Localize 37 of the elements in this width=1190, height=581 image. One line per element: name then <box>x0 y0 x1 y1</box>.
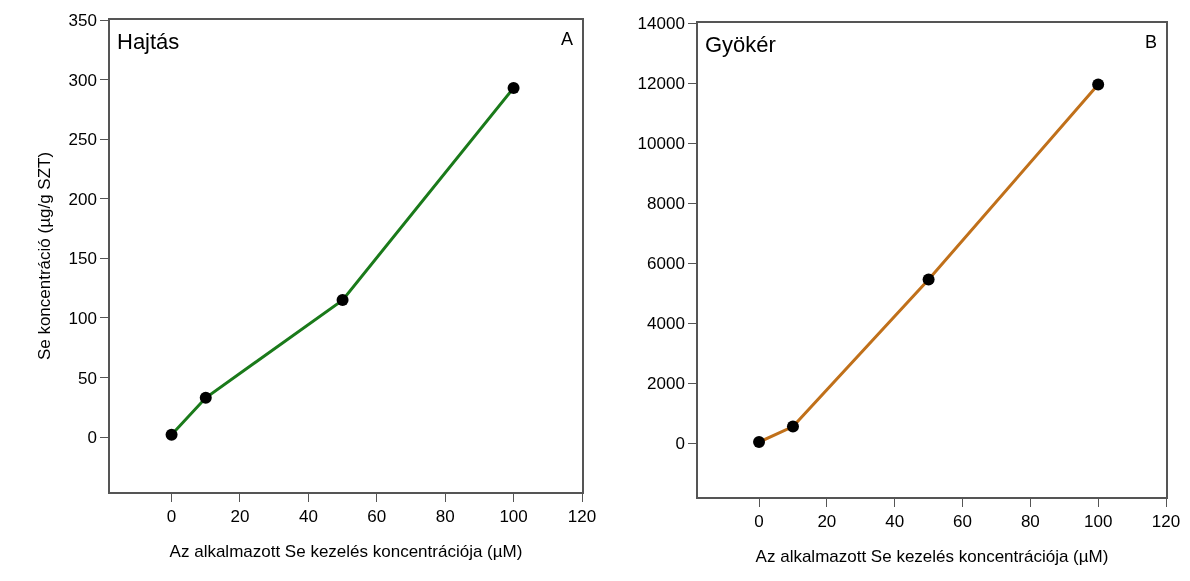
x-tick-label: 120 <box>1151 512 1181 532</box>
y-axis-title: Se koncentráció (µg/g SZT) <box>34 151 54 361</box>
y-tick-label: 12000 <box>637 73 685 93</box>
y-tick-label: 100 <box>68 308 97 328</box>
annotation: B <box>1145 32 1158 52</box>
y-tick-label: 6000 <box>647 253 685 273</box>
y-tick-label: 350 <box>68 10 97 30</box>
y-tick-label: 10000 <box>637 133 685 153</box>
y-tick-label: 150 <box>68 249 97 269</box>
y-tick-label: 2000 <box>647 373 685 393</box>
annotation: A <box>561 29 574 49</box>
y-tick-label: 8000 <box>647 193 685 213</box>
x-tick-label: 40 <box>298 507 318 527</box>
x-tick-label: 60 <box>953 512 972 532</box>
y-tick-label: 0 <box>87 428 97 448</box>
x-tick-label: 60 <box>367 507 387 527</box>
chart-title: Gyökér <box>705 32 776 57</box>
y-tick-label: 50 <box>77 368 97 388</box>
x-tick-label: 40 <box>885 512 905 532</box>
x-tick-label: 20 <box>817 512 837 532</box>
y-tick-label: 200 <box>68 189 97 209</box>
y-tick-label: 300 <box>68 70 97 90</box>
chart-title: Hajtás <box>117 29 180 54</box>
y-tick-label: 0 <box>675 433 685 453</box>
x-tick-label: 80 <box>435 507 455 527</box>
y-tick-label: 250 <box>68 130 97 150</box>
y-tick-label: 4000 <box>647 313 685 333</box>
x-tick-label: 20 <box>230 507 250 527</box>
y-tick-label: 14000 <box>637 13 685 33</box>
x-tick-label: 0 <box>166 507 177 527</box>
x-axis-title: Az alkalmazott Se kezelés koncentrációja (µM) <box>755 547 1109 567</box>
x-tick-label: 100 <box>499 507 528 527</box>
x-tick-label: 100 <box>1083 512 1113 532</box>
x-tick-label: 120 <box>567 507 597 527</box>
x-axis-title: Az alkalmazott Se kezelés koncentrációja (µM) <box>169 542 523 562</box>
x-tick-label: 80 <box>1020 512 1040 532</box>
x-tick-label: 0 <box>754 512 764 532</box>
